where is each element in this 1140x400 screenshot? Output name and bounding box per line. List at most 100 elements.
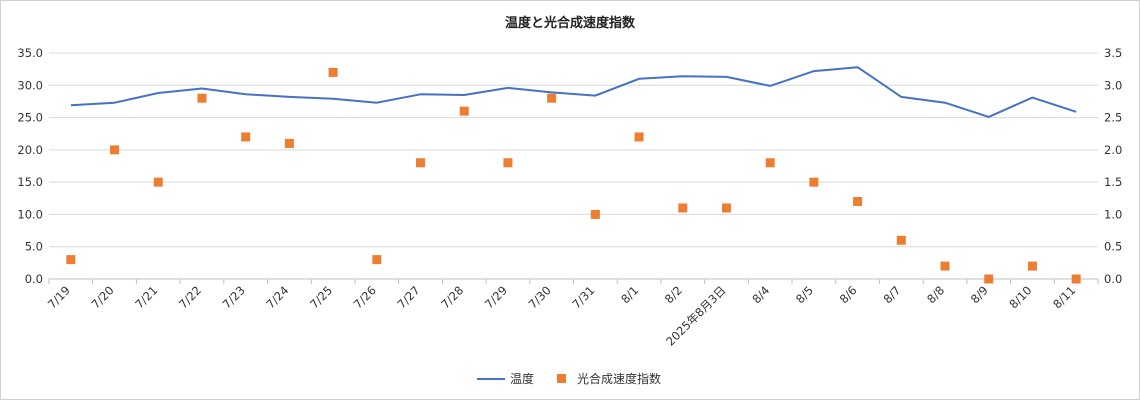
x-axis: 7/19 7/20 7/21 7/22 7/23 7/24 7/25 7/26 7/27 7/28… xyxy=(45,279,1099,349)
left-axis-tick-label: 0.0 xyxy=(25,272,43,286)
series-layer xyxy=(66,66,1081,284)
left-axis-tick-label: 20.0 xyxy=(17,143,43,157)
left-axis-tick-label: 30.0 xyxy=(17,78,43,92)
right-axis-tick-label: 1.5 xyxy=(1104,175,1122,189)
temperature-point xyxy=(550,91,552,93)
legend-swatch-marker xyxy=(557,374,566,383)
temperature-point xyxy=(157,92,159,94)
temperature-point xyxy=(1031,96,1033,98)
x-axis-tick-label: 7/24 xyxy=(263,283,291,311)
x-axis-tick-label: 8/2 xyxy=(662,283,685,306)
x-axis-tick-label: 8/7 xyxy=(880,283,903,306)
x-axis-tick-label: 7/29 xyxy=(482,283,510,311)
left-axis-tick-label: 35.0 xyxy=(17,46,43,60)
temperature-point xyxy=(70,104,72,106)
photosynthesis-point xyxy=(721,203,731,213)
x-axis-tick-label: 8/6 xyxy=(837,283,860,306)
x-axis-tick-label: 8/4 xyxy=(749,283,772,306)
photosynthesis-point xyxy=(590,209,600,219)
photosynthesis-point xyxy=(765,158,775,168)
x-axis-tick-label: 7/31 xyxy=(569,283,597,311)
x-axis-tick-label: 7/22 xyxy=(176,283,204,311)
x-axis-tick-label: 7/30 xyxy=(526,283,554,311)
temperature-point xyxy=(463,94,465,96)
legend-label-photosynthesis: 光合成速度指数 xyxy=(577,371,661,386)
right-axis-tick-label: 3.0 xyxy=(1104,78,1122,92)
left-axis-tick-label: 15.0 xyxy=(17,175,43,189)
photosynthesis-point xyxy=(1071,274,1081,284)
temperature-point xyxy=(594,94,596,96)
temperature-point xyxy=(201,87,203,89)
right-axis-tick-label: 0.5 xyxy=(1104,240,1122,254)
temperature-point xyxy=(332,98,334,100)
x-axis-tick-label: 8/1 xyxy=(618,283,641,306)
photosynthesis-point xyxy=(241,132,251,142)
right-axis-tick-label: 2.0 xyxy=(1104,143,1122,157)
x-axis-tick-label: 7/21 xyxy=(132,283,160,311)
right-y-axis: 0.0 0.5 1.0 1.5 2.0 2.5 3.0 3.5 xyxy=(1104,46,1122,286)
x-axis-tick-label: 8/11 xyxy=(1050,283,1078,311)
right-axis-tick-label: 2.5 xyxy=(1104,111,1122,125)
x-axis-tick-label: 7/27 xyxy=(394,283,422,311)
temperature-point xyxy=(769,85,771,87)
x-axis-tick-label: 7/25 xyxy=(307,283,335,311)
photosynthesis-point xyxy=(459,106,469,116)
photosynthesis-point xyxy=(809,177,819,187)
x-axis-tick-label: 8/8 xyxy=(924,283,947,306)
temperature-point xyxy=(1075,111,1077,113)
x-axis-tick-label: 7/28 xyxy=(438,283,466,311)
left-y-axis: 0.0 5.0 10.0 15.0 20.0 25.0 30.0 35.0 xyxy=(17,46,43,286)
x-axis-tick-label: 8/10 xyxy=(1006,283,1034,311)
photosynthesis-point xyxy=(853,197,863,207)
left-axis-tick-label: 10.0 xyxy=(17,207,43,221)
temperature-point xyxy=(507,87,509,89)
photosynthesis-point xyxy=(110,145,120,155)
photosynthesis-point xyxy=(984,274,994,284)
temperature-point xyxy=(900,96,902,98)
chart-title: 温度と光合成速度指数 xyxy=(505,15,636,31)
temperature-point xyxy=(376,102,378,104)
temperature-point xyxy=(244,93,246,95)
right-axis-tick-label: 3.5 xyxy=(1104,46,1122,60)
temperature-point xyxy=(419,93,421,95)
x-axis-tick-label: 8/5 xyxy=(793,283,816,306)
legend: 温度 光合成速度指数 xyxy=(477,371,661,386)
series-line-temperature xyxy=(70,66,1077,118)
photosynthesis-point xyxy=(547,93,557,103)
x-axis-tick-label: 7/20 xyxy=(89,283,117,311)
left-axis-tick-label: 25.0 xyxy=(17,111,43,125)
legend-label-temperature: 温度 xyxy=(510,371,534,386)
photosynthesis-point xyxy=(416,158,426,168)
photosynthesis-point xyxy=(678,203,688,213)
temperature-point xyxy=(856,66,858,68)
temperature-point xyxy=(288,96,290,98)
photosynthesis-point xyxy=(634,132,644,142)
left-axis-tick-label: 5.0 xyxy=(25,240,43,254)
temperature-point xyxy=(813,70,815,72)
photosynthesis-point xyxy=(372,255,382,265)
photosynthesis-point xyxy=(284,138,294,148)
temperature-point xyxy=(682,75,684,77)
photosynthesis-point xyxy=(940,261,950,271)
right-axis-tick-label: 1.0 xyxy=(1104,207,1122,221)
photosynthesis-point xyxy=(503,158,513,168)
x-axis-tick-label: 7/26 xyxy=(351,283,379,311)
photosynthesis-point xyxy=(153,177,163,187)
photosynthesis-point xyxy=(1027,261,1037,271)
x-axis-tick-label: 7/23 xyxy=(220,283,248,311)
temperature-point xyxy=(988,116,990,118)
temperature-point xyxy=(725,76,727,78)
x-axis-tick-label: 7/19 xyxy=(45,283,73,311)
photosynthesis-point xyxy=(896,235,906,245)
photosynthesis-point xyxy=(66,255,76,265)
photosynthesis-point xyxy=(328,67,338,77)
temperature-point xyxy=(638,78,640,80)
x-axis-tick-label: 8/9 xyxy=(968,283,991,306)
photosynthesis-point xyxy=(197,93,207,103)
temperature-point xyxy=(944,102,946,104)
right-axis-tick-label: 0.0 xyxy=(1104,272,1122,286)
gridlines xyxy=(49,52,1098,280)
temperature-point xyxy=(113,102,115,104)
